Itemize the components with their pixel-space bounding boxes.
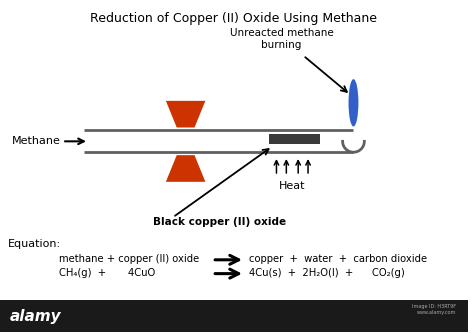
Text: Image ID: H3RT9F
www.alamy.com: Image ID: H3RT9F www.alamy.com xyxy=(412,304,456,315)
Text: Methane: Methane xyxy=(12,136,61,146)
Text: Unreacted methane
burning: Unreacted methane burning xyxy=(229,28,333,49)
Text: Reduction of Copper (II) Oxide Using Methane: Reduction of Copper (II) Oxide Using Met… xyxy=(91,12,377,25)
Text: alamy: alamy xyxy=(10,309,62,324)
Text: Black copper (II) oxide: Black copper (II) oxide xyxy=(153,217,286,227)
Text: 4Cu(s)  +  2H₂O(l)  +      CO₂(g): 4Cu(s) + 2H₂O(l) + CO₂(g) xyxy=(249,268,405,278)
Ellipse shape xyxy=(348,79,358,127)
Text: Equation:: Equation: xyxy=(8,239,61,249)
Text: copper  +  water  +  carbon dioxide: copper + water + carbon dioxide xyxy=(249,254,427,264)
Polygon shape xyxy=(166,101,205,128)
Polygon shape xyxy=(166,155,205,182)
Text: CH₄(g)  +       4CuO: CH₄(g) + 4CuO xyxy=(59,268,155,278)
Text: Heat: Heat xyxy=(279,181,306,191)
Text: methane + copper (II) oxide: methane + copper (II) oxide xyxy=(59,254,200,264)
Bar xyxy=(0,300,468,332)
Bar xyxy=(269,134,320,144)
